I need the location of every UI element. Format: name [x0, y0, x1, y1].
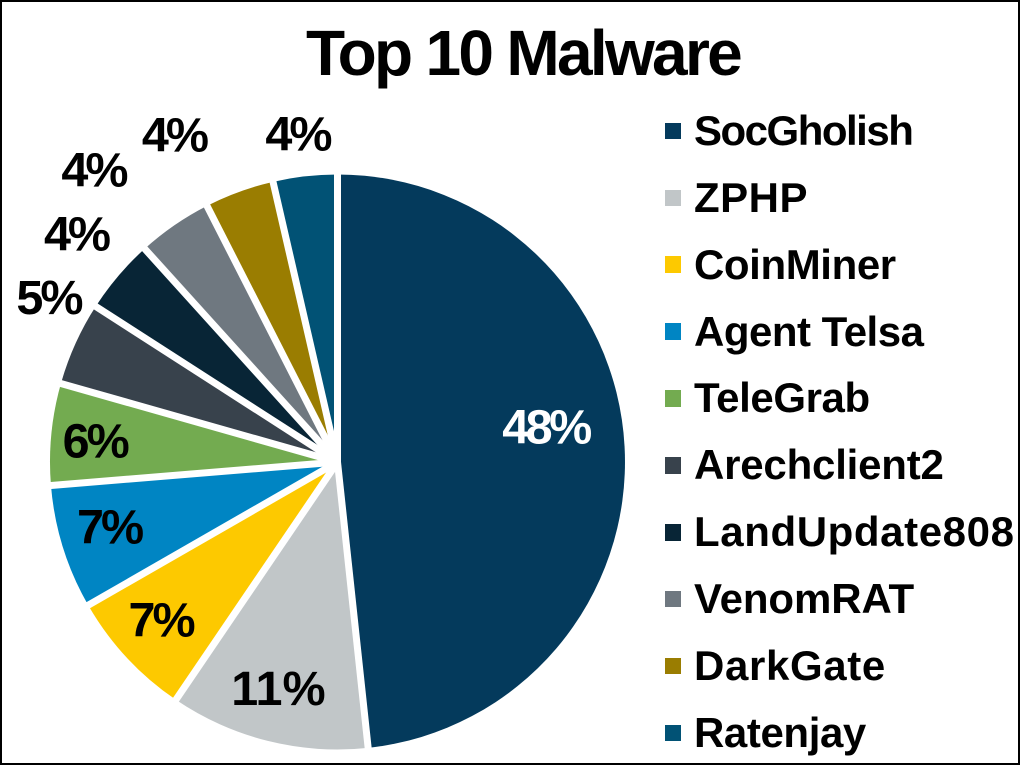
svg-text:7%: 7%	[129, 593, 195, 647]
svg-text:48%: 48%	[502, 400, 591, 454]
svg-text:11%: 11%	[231, 662, 325, 716]
svg-text:4%: 4%	[265, 108, 331, 162]
svg-text:4%: 4%	[142, 108, 208, 162]
svg-text:5%: 5%	[16, 271, 82, 325]
svg-text:4%: 4%	[61, 143, 127, 197]
svg-text:7%: 7%	[77, 500, 143, 554]
svg-text:4%: 4%	[44, 208, 110, 262]
svg-text:6%: 6%	[63, 415, 129, 469]
